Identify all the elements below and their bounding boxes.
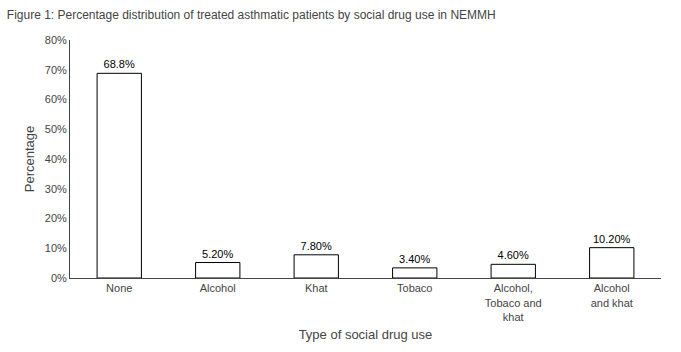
svg-text:Alcohol,Tobaco andkhat: Alcohol,Tobaco andkhat	[485, 282, 542, 323]
svg-text:60%: 60%	[45, 93, 67, 105]
svg-text:None: None	[106, 282, 132, 294]
svg-text:Alcohol: Alcohol	[200, 282, 236, 294]
svg-text:4.60%: 4.60%	[498, 249, 529, 261]
svg-text:20%: 20%	[45, 212, 67, 224]
svg-text:10%: 10%	[45, 242, 67, 254]
svg-text:Percentage: Percentage	[22, 126, 37, 193]
svg-text:Figure 1: Percentage distribut: Figure 1: Percentage distribution of tre…	[7, 8, 496, 22]
svg-text:Tobaco: Tobaco	[397, 282, 432, 294]
svg-text:3.40%: 3.40%	[399, 253, 430, 265]
svg-text:0%: 0%	[51, 272, 67, 284]
svg-text:70%: 70%	[45, 64, 67, 76]
svg-text:40%: 40%	[45, 153, 67, 165]
svg-text:Khat: Khat	[305, 282, 328, 294]
svg-text:80%: 80%	[45, 34, 67, 46]
svg-text:10.20%: 10.20%	[593, 233, 631, 245]
svg-text:50%: 50%	[45, 123, 67, 135]
svg-text:Alcoholand khat: Alcoholand khat	[591, 282, 633, 308]
svg-text:68.8%: 68.8%	[104, 58, 135, 70]
svg-text:Type of social drug use: Type of social drug use	[299, 327, 433, 342]
svg-text:30%: 30%	[45, 183, 67, 195]
svg-text:7.80%: 7.80%	[301, 240, 332, 252]
svg-text:5.20%: 5.20%	[202, 248, 233, 260]
